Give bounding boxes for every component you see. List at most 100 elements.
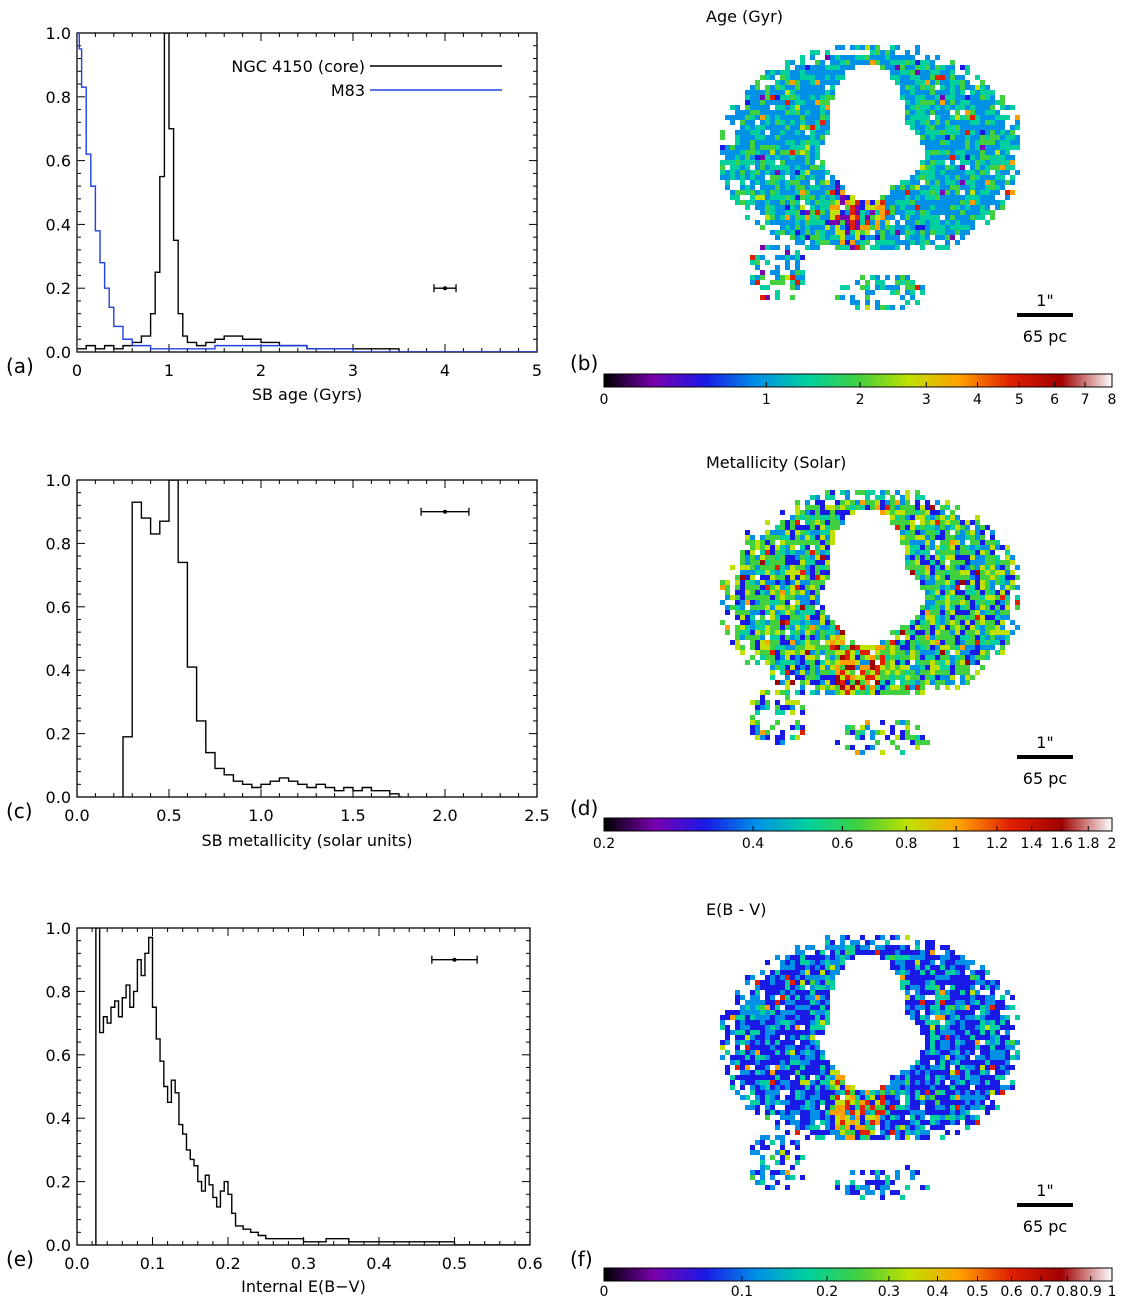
map-pixel [995,1060,1000,1065]
map-pixel [920,105,925,110]
map-pixel [900,1115,905,1120]
map-pixel [805,675,810,680]
map-pixel [755,610,760,615]
map-pixel [965,125,970,130]
map-pixel [745,585,750,590]
map-pixel [965,980,970,985]
map-pixel [790,280,795,285]
map-pixel [975,115,980,120]
map-pixel [895,520,900,525]
map-pixel [790,1000,795,1005]
map-pixel [910,620,915,625]
map-pixel [885,945,890,950]
map-pixel [915,300,920,305]
map-pixel [770,115,775,120]
map-pixel [1010,125,1015,130]
map-pixel [830,950,835,955]
map-pixel [950,130,955,135]
map-pixel [880,945,885,950]
map-pixel [1000,1035,1005,1040]
map-pixel [985,150,990,155]
map-pixel [965,155,970,160]
map-pixel [790,555,795,560]
map-pixel [1000,100,1005,105]
map-pixel [1015,125,1020,130]
map-pixel [880,1115,885,1120]
map-pixel [1005,595,1010,600]
colorbar-tick-label: 0 [600,392,609,408]
map-pixel [935,955,940,960]
map-pixel [840,490,845,495]
map-pixel [1005,1030,1010,1035]
map-pixel [920,190,925,195]
map-pixel [955,985,960,990]
map-pixel [775,270,780,275]
map-pixel [830,1065,835,1070]
map-pixel [720,1020,725,1025]
map-pixel [970,1070,975,1075]
map-pixel [840,520,845,525]
map-pixel [915,50,920,55]
map-pixel [740,625,745,630]
map-pixel [905,675,910,680]
map-pixel [780,710,785,715]
map-pixel [835,500,840,505]
map-pixel [770,270,775,275]
map-pixel [890,1075,895,1080]
map-pixel [785,650,790,655]
map-pixel [775,135,780,140]
map-pixel [765,95,770,100]
map-pixel [800,605,805,610]
map-pixel [805,195,810,200]
map-pixel [810,625,815,630]
map-pixel [905,220,910,225]
map-pixel [805,170,810,175]
map-pixel [805,175,810,180]
map-pixel [845,730,850,735]
map-pixel [810,615,815,620]
map-pixel [815,1105,820,1110]
map-pixel [765,160,770,165]
map-pixel [980,1085,985,1090]
map-pixel [795,655,800,660]
map-pixel [815,995,820,1000]
map-pixel [775,80,780,85]
map-pixel [735,595,740,600]
map-pixel [725,1015,730,1020]
map-pixel [965,65,970,70]
map-pixel [725,175,730,180]
map-pixel [955,980,960,985]
map-pixel [785,635,790,640]
map-pixel [815,1055,820,1060]
map-pixel [750,105,755,110]
map-pixel [800,1065,805,1070]
map-pixel [910,680,915,685]
map-pixel [865,300,870,305]
map-pixel [985,1020,990,1025]
map-pixel [765,1025,770,1030]
map-pixel [950,990,955,995]
map-pixel [905,1110,910,1115]
map-pixel [940,545,945,550]
map-pixel [825,1095,830,1100]
map-pixel [795,500,800,505]
map-pixel [935,245,940,250]
map-pixel [925,210,930,215]
map-pixel [780,150,785,155]
map-pixel [935,1060,940,1065]
map-pixel [965,590,970,595]
map-pixel [785,1105,790,1110]
map-pixel [880,280,885,285]
map-pixel [1005,115,1010,120]
map-pixel [960,100,965,105]
map-pixel [795,580,800,585]
map-pixel [790,665,795,670]
map-pixel [805,575,810,580]
map-pixel [750,140,755,145]
map-pixel [925,125,930,130]
map-pixel [965,545,970,550]
map-pixel [795,1110,800,1115]
map-pixel [740,1075,745,1080]
map-pixel [990,1005,995,1010]
